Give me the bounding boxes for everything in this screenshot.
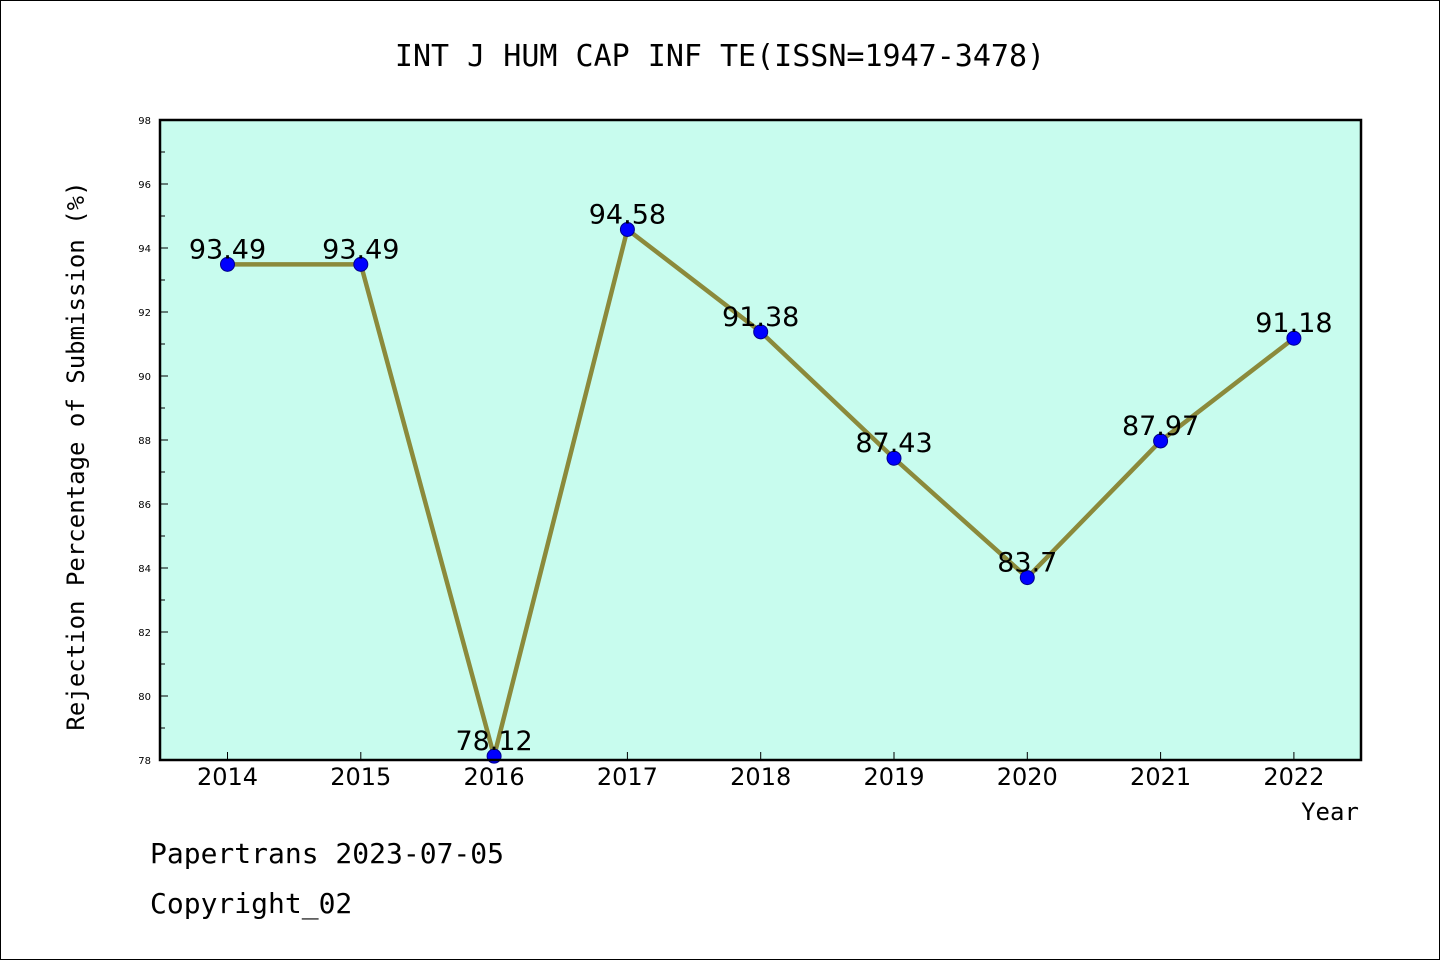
x-axis: 2014 2015 2016 2017 2018 2019 2020 2021 2022 <box>197 752 1324 791</box>
data-point <box>1019 570 1035 586</box>
y-tick-label: 84 <box>138 564 151 575</box>
y-tick-label: 78 <box>138 756 151 767</box>
data-point <box>619 221 635 237</box>
data-label: 93.49 <box>322 234 399 265</box>
x-tick-label: 2018 <box>730 763 791 791</box>
data-label: 94.58 <box>589 199 666 230</box>
y-tick-label: 82 <box>138 628 151 639</box>
chart-title: INT J HUM CAP INF TE(ISSN=1947-3478) <box>395 39 1045 74</box>
data-label: 87.43 <box>855 428 932 459</box>
y-tick-label: 80 <box>138 692 151 703</box>
x-tick-label: 2022 <box>1263 763 1324 791</box>
data-label: 87.97 <box>1122 411 1199 442</box>
data-labels: 93.49 93.49 78.12 94.58 91.38 87.43 83.7 87.97 9… <box>189 199 1333 757</box>
data-point <box>753 324 769 340</box>
y-axis: 78 80 82 84 86 88 90 92 94 96 98 <box>138 116 168 767</box>
y-tick-label: 96 <box>138 180 151 191</box>
footer-date: Papertrans 2023-07-05 <box>150 837 504 870</box>
y-tick-label: 98 <box>138 116 151 127</box>
data-point <box>220 256 235 272</box>
data-label: 93.49 <box>189 234 266 265</box>
y-tick-label: 90 <box>138 372 151 383</box>
data-point <box>353 256 369 272</box>
footer-copyright: Copyright_02 <box>150 887 352 921</box>
plot-border <box>158 118 1363 762</box>
y-axis-label: Rejection Percentage of Submission (%) <box>62 181 90 730</box>
x-tick-label: 2021 <box>1130 763 1191 791</box>
x-tick-label: 2014 <box>197 763 258 791</box>
series-markers <box>220 221 1302 764</box>
x-tick-label: 2020 <box>997 763 1058 791</box>
y-tick-label: 86 <box>138 500 151 511</box>
data-point <box>1153 433 1169 449</box>
x-tick-label: 2017 <box>597 763 658 791</box>
data-label: 91.38 <box>722 302 799 333</box>
x-tick-label: 2019 <box>863 763 924 791</box>
data-point <box>1286 330 1302 346</box>
x-tick-label: 2016 <box>464 763 525 791</box>
x-tick-label: 2015 <box>330 763 391 791</box>
y-tick-label: 94 <box>138 244 151 255</box>
data-label: 83.7 <box>997 548 1057 579</box>
data-label: 91.18 <box>1255 308 1332 339</box>
x-axis-label: Year <box>1301 798 1359 826</box>
y-tick-label: 88 <box>138 436 151 447</box>
data-label: 78.12 <box>455 726 532 757</box>
data-point <box>886 450 902 466</box>
y-tick-label: 92 <box>138 308 151 319</box>
